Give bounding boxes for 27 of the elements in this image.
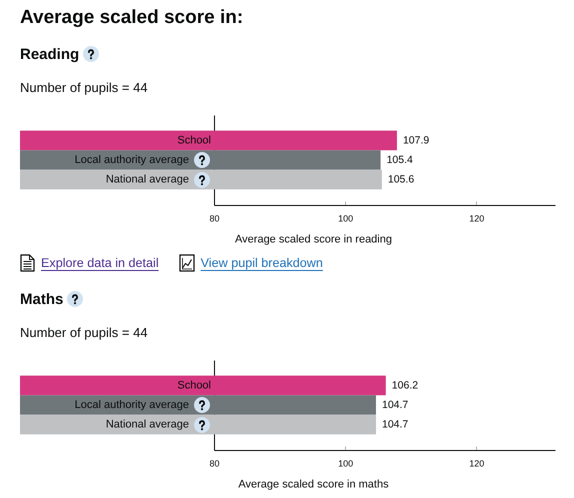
x-tick-label: 120 (469, 214, 484, 224)
text: Explore data in detail (41, 256, 159, 270)
data-label: 104.7 (382, 418, 408, 431)
x-axis-title: Average scaled score in maths (238, 478, 390, 490)
y-tick-label: School (177, 379, 211, 392)
y-tick-label: National average (106, 418, 189, 431)
data-label: 104.7 (382, 399, 408, 411)
x-tick-label: 120 (469, 458, 484, 468)
data-label: 105.6 (388, 174, 414, 186)
y-tick-label: School (177, 134, 211, 146)
data-label: 106.2 (392, 379, 418, 392)
x-tick-label: 80 (209, 458, 220, 468)
y-tick-label: National average (106, 174, 189, 186)
y-tick-label: Local authority average (74, 154, 189, 166)
data-label: 107.9 (402, 134, 430, 146)
text: Number of pupils = 44 (20, 79, 149, 97)
x-tick-label: 100 (338, 458, 354, 468)
text: View pupil breakdown (200, 256, 323, 270)
x-tick-label: 100 (338, 214, 354, 224)
text: Number of pupils = 44 (20, 324, 149, 342)
text: Average scaled score in: (20, 6, 244, 30)
data-label: 105.4 (386, 154, 413, 166)
x-tick-label: 80 (209, 214, 220, 224)
text: Reading (20, 46, 80, 62)
x-axis-title: Average scaled score in reading (235, 234, 392, 246)
text: Maths (20, 290, 64, 308)
y-tick-label: Local authority average (74, 399, 189, 411)
